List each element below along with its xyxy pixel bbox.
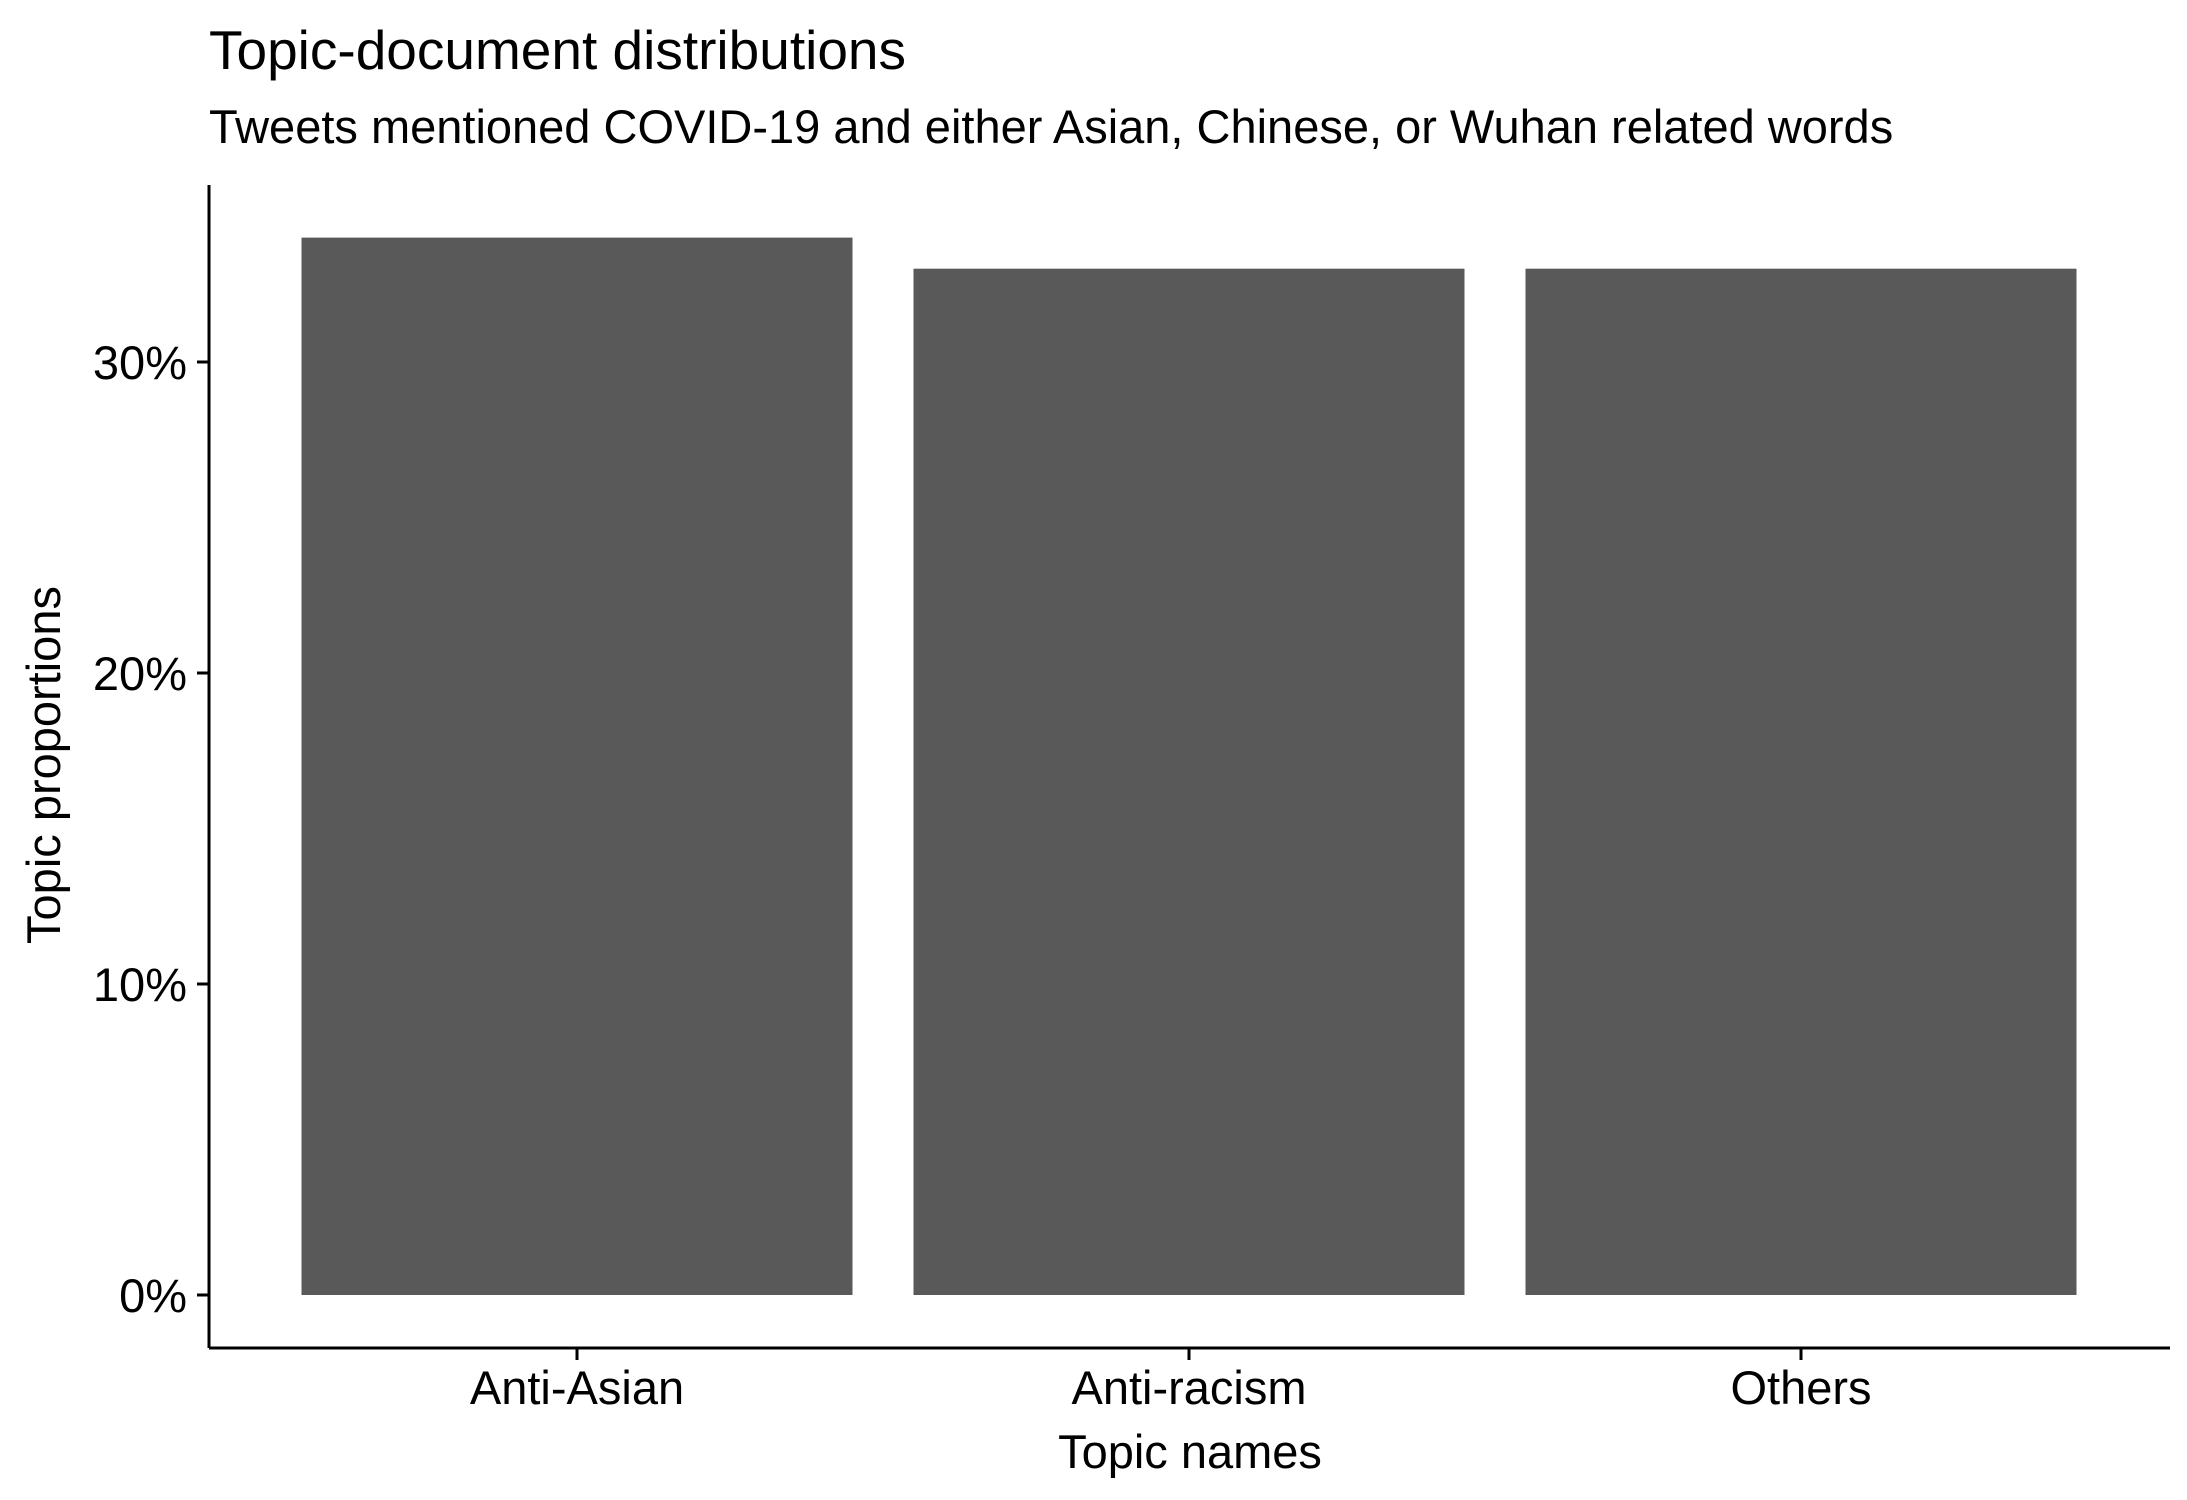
x-tick-label: Anti-Asian	[470, 1361, 684, 1414]
bar-anti-asian	[301, 237, 853, 1296]
x-tick-label: Others	[1730, 1361, 1871, 1414]
bar-others	[1525, 268, 2077, 1296]
bars-group	[301, 237, 2077, 1296]
y-tick-label: 10%	[93, 958, 187, 1011]
y-tick-label: 0%	[119, 1269, 187, 1322]
x-tick-label: Anti-racism	[1071, 1361, 1306, 1414]
y-axis: 0% 10% 20% 30%	[93, 185, 211, 1348]
x-axis: Anti-Asian Anti-racism Others	[209, 1346, 2170, 1414]
y-tick-label: 20%	[93, 647, 187, 700]
y-axis-title: Topic proportions	[17, 586, 70, 944]
bar-anti-racism	[913, 268, 1465, 1296]
y-tick-label: 30%	[93, 336, 187, 389]
x-axis-title: Topic names	[1058, 1425, 1322, 1478]
chart-title: Topic-document distributions	[209, 19, 907, 81]
chart-subtitle: Tweets mentioned COVID-19 and either Asi…	[209, 100, 1894, 153]
